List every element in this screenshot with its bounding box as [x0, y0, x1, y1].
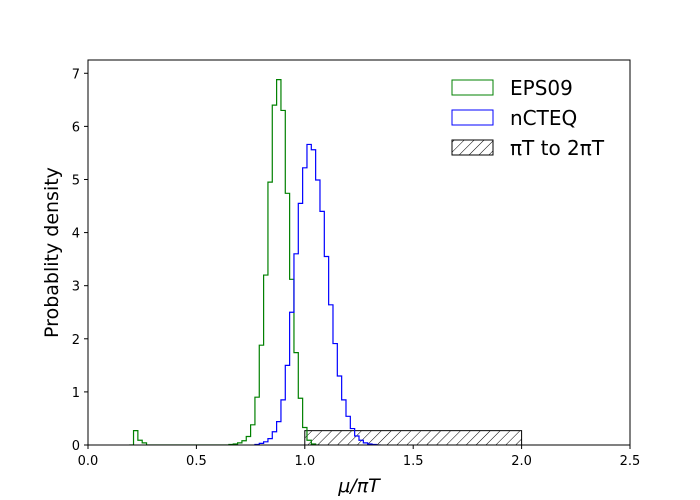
y-tick-label: 3	[72, 280, 80, 295]
x-tick-label: 2.0	[511, 454, 532, 469]
legend-swatch--t-to-2-t	[451, 139, 494, 156]
hatched-range-bar	[304, 430, 523, 445]
histogram-eps09	[129, 79, 320, 445]
y-tick-label: 5	[72, 173, 80, 188]
legend-label-ncteq: nCTEQ	[510, 106, 577, 130]
y-tick-label: 4	[72, 227, 80, 242]
y-tick-label: 7	[72, 67, 80, 82]
axes: 0.0 0.5 1.0 1.5 2.0 2.5 0 1 2 3 4 5 6 7 μ/πT Probablity…	[41, 59, 641, 497]
x-tick-label: 1.5	[403, 454, 424, 469]
legend-label-eps09: EPS09	[510, 76, 573, 100]
histogram-ncteq	[254, 143, 381, 445]
y-tick-label: 2	[72, 333, 80, 348]
legend-swatch-eps09	[451, 79, 494, 96]
x-axis-label: μ/πT	[337, 475, 381, 497]
y-tick-label: 6	[72, 120, 80, 135]
y-tick-label: 1	[72, 386, 80, 401]
y-tick-label: 0	[72, 439, 80, 454]
x-tick-label: 1.0	[294, 454, 315, 469]
x-tick-label: 2.5	[620, 454, 641, 469]
x-tick-label: 0.0	[78, 454, 99, 469]
legend-swatch-ncteq	[451, 109, 494, 126]
axes-frame	[87, 59, 631, 446]
plot-area	[129, 79, 523, 445]
x-tick-label: 0.5	[186, 454, 207, 469]
y-axis-label: Probablity density	[41, 167, 63, 338]
legend-label--t-to-2-t: πT to 2πT	[510, 136, 605, 160]
legend: EPS09 nCTEQ πT to 2πT	[451, 76, 605, 160]
